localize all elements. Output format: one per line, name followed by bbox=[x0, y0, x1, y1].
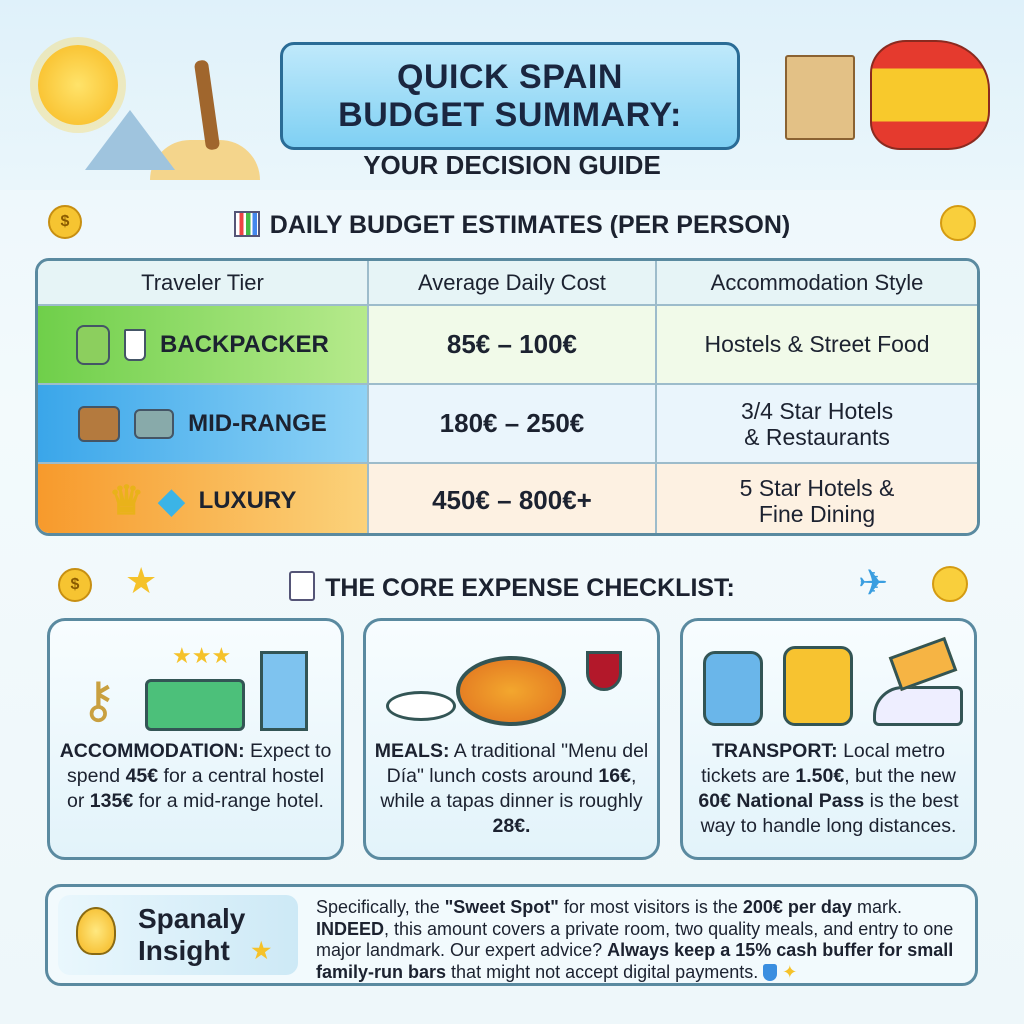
section-title-text: DAILY BUDGET ESTIMATES (PER PERSON) bbox=[269, 211, 791, 239]
cost-cell: 85€ – 100€ bbox=[368, 306, 658, 383]
style-line: & Restaurants bbox=[744, 423, 890, 450]
train-bus-ticket-icon bbox=[703, 636, 963, 731]
bold-text: 16€ bbox=[598, 765, 631, 787]
card-meals: MEALS: A traditional "Menu del Día" lunc… bbox=[363, 618, 660, 860]
section-title-checklist: THE CORE EXPENSE CHECKLIST: bbox=[0, 571, 1024, 603]
text: Local metro tickets are bbox=[701, 740, 945, 787]
bold-text: MEALS: bbox=[374, 740, 450, 762]
budget-table: Traveler Tier Average Daily Cost Accommo… bbox=[35, 258, 980, 536]
mountain-icon bbox=[85, 110, 175, 170]
crown-icon: ♛ bbox=[108, 478, 145, 523]
header-tier: Traveler Tier bbox=[38, 261, 369, 304]
lightbulb-icon bbox=[76, 907, 116, 955]
insight-label: Spanaly Insight ★ bbox=[58, 895, 298, 975]
text: A traditional "Menu del Día" lunch costs… bbox=[386, 740, 649, 787]
smiley-icon bbox=[932, 566, 968, 602]
subtitle: YOUR DECISION GUIDE bbox=[363, 150, 661, 180]
hotel-keys-bed-icon: ⚷ ★★★ bbox=[80, 643, 320, 731]
style-line: 5 Star Hotels & bbox=[739, 474, 895, 501]
tier-cell: BACKPACKER bbox=[38, 306, 369, 383]
section-title-daily-budget: DAILY BUDGET ESTIMATES (PER PERSON) bbox=[0, 211, 1024, 240]
coin-icon: $ bbox=[48, 205, 82, 239]
cost-cell: 450€ – 800€+ bbox=[368, 464, 658, 533]
bold-text: 60€ National Pass bbox=[698, 790, 865, 812]
card-text: ACCOMMODATION: Expect to spend 45€ for a… bbox=[58, 739, 333, 814]
sparkle-icon: ✦ bbox=[782, 961, 798, 982]
airplane-icon: ✈ bbox=[858, 562, 889, 603]
insight-text: Specifically, the "Sweet Spot" for most … bbox=[316, 897, 976, 983]
coffee-cup-icon bbox=[124, 328, 146, 361]
card-transport: TRANSPORT: Local metro tickets are 1.50€… bbox=[680, 618, 977, 860]
tier-name: BACKPACKER bbox=[160, 330, 329, 358]
style-cell: Hostels & Street Food bbox=[657, 306, 977, 383]
title-line-2: BUDGET SUMMARY: bbox=[338, 96, 682, 134]
style-line: Fine Dining bbox=[758, 500, 876, 527]
section-title-text: THE CORE EXPENSE CHECKLIST: bbox=[325, 574, 735, 602]
table-row-backpacker: BACKPACKER 85€ – 100€ Hostels & Street F… bbox=[38, 306, 977, 385]
smiley-icon bbox=[940, 205, 976, 241]
text: for most visitors is the bbox=[558, 897, 743, 917]
title-banner: QUICK SPAIN BUDGET SUMMARY: bbox=[280, 42, 740, 150]
shield-icon bbox=[763, 963, 778, 981]
card-text: MEALS: A traditional "Menu del Día" lunc… bbox=[374, 739, 649, 839]
text: , this amount covers a private room, two… bbox=[316, 918, 954, 961]
star-icon: ★ bbox=[125, 560, 158, 601]
tier-name: MID-RANGE bbox=[188, 409, 327, 437]
title-line-1: QUICK SPAIN bbox=[397, 58, 623, 96]
text: Expect to spend bbox=[67, 740, 332, 787]
star-icon: ★ bbox=[251, 938, 272, 963]
text: Specifically, the bbox=[316, 897, 445, 917]
bold-text: 1.50€ bbox=[795, 765, 845, 787]
text: is the best way to handle long distances… bbox=[700, 790, 959, 837]
text: for a mid-range hotel. bbox=[133, 790, 324, 812]
bold-text: 28€. bbox=[492, 815, 531, 837]
text: , while a tapas dinner is roughly bbox=[380, 765, 643, 812]
style-line: 3/4 Star Hotels bbox=[740, 397, 894, 424]
castle-icon bbox=[785, 55, 855, 140]
table-header-row: Traveler Tier Average Daily Cost Accommo… bbox=[38, 261, 977, 306]
paella-wine-icon bbox=[386, 646, 636, 731]
suitcase-icon bbox=[78, 405, 121, 442]
insight-label-line: Insight bbox=[138, 935, 230, 966]
text: mark. bbox=[851, 897, 902, 917]
insight-text-body: Specifically, the "Sweet Spot" for most … bbox=[316, 897, 953, 982]
card-text: TRANSPORT: Local metro tickets are 1.50€… bbox=[691, 739, 966, 839]
bold-text: 200€ per day bbox=[742, 897, 852, 917]
bold-text: 135€ bbox=[89, 790, 134, 812]
tier-name: LUXURY bbox=[198, 486, 297, 514]
text: for a central hostel or bbox=[67, 765, 324, 812]
diamond-icon: ◆ bbox=[158, 481, 185, 520]
style-cell: 3/4 Star Hotels & Restaurants bbox=[657, 385, 977, 462]
bold-text: "Sweet Spot" bbox=[444, 897, 559, 917]
table-row-midrange: MID-RANGE 180€ – 250€ 3/4 Star Hotels & R… bbox=[38, 385, 977, 464]
insight-label-line: Spanaly bbox=[138, 903, 246, 934]
bold-text: TRANSPORT: bbox=[712, 740, 838, 762]
header-cost: Average Daily Cost bbox=[369, 261, 658, 304]
style-cell: 5 Star Hotels & Fine Dining bbox=[657, 464, 977, 533]
bold-text: ACCOMMODATION: bbox=[59, 740, 245, 762]
spain-map-icon bbox=[870, 40, 990, 150]
bar-chart-icon bbox=[233, 211, 260, 237]
insight-box: Spanaly Insight ★ Specifically, the "Swee… bbox=[45, 884, 978, 986]
tier-cell: ♛ ◆ LUXURY bbox=[38, 464, 369, 533]
header-style: Accommodation Style bbox=[710, 269, 924, 295]
tier-cell: MID-RANGE bbox=[38, 385, 369, 462]
cost-cell: 180€ – 250€ bbox=[368, 385, 658, 462]
text: , but the new bbox=[844, 765, 956, 787]
checklist-pencil-icon bbox=[289, 571, 316, 601]
bold-text: Always keep a 15% cash buffer for small … bbox=[316, 940, 954, 982]
camera-icon bbox=[134, 408, 175, 439]
bold-text: 45€ bbox=[125, 765, 159, 787]
text: that might not accept digital payments. bbox=[446, 961, 764, 982]
card-accommodation: ⚷ ★★★ ACCOMMODATION: Expect to spend 45€… bbox=[47, 618, 344, 860]
backpack-icon bbox=[76, 324, 110, 365]
bold-text: INDEED bbox=[316, 918, 385, 939]
table-row-luxury: ♛ ◆ LUXURY 450€ – 800€+ 5 Star Hotels & Fin… bbox=[38, 464, 977, 533]
coin-icon: $ bbox=[58, 568, 92, 602]
